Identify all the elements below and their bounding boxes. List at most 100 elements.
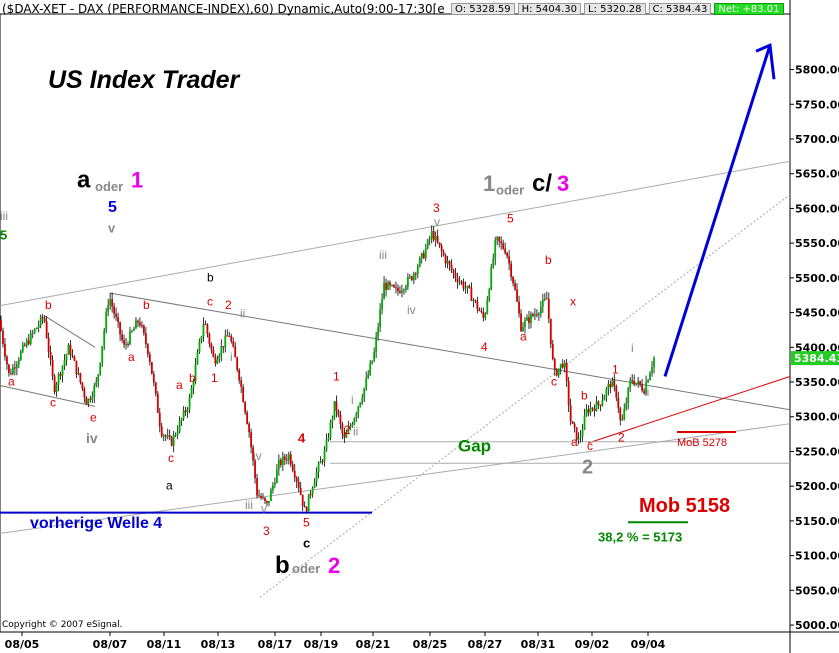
candle-body	[49, 351, 52, 360]
candle-body	[466, 285, 469, 288]
candle-body	[164, 435, 167, 437]
candle-body	[266, 500, 268, 504]
candle-body	[41, 316, 44, 319]
wave-label: 2	[328, 553, 340, 578]
candle-body	[224, 335, 227, 348]
candle-body	[158, 412, 161, 427]
x-tick-label: 08/07	[93, 638, 128, 651]
candle-body	[561, 363, 564, 368]
x-tick-label: 08/31	[521, 638, 556, 651]
candle-body	[325, 439, 328, 451]
candle-body	[168, 435, 171, 438]
wave-label: b	[143, 298, 150, 312]
candle-body	[59, 374, 62, 376]
y-tick-label: 5650.00	[795, 168, 839, 181]
candle-body	[317, 463, 320, 473]
wave-label: 2	[618, 431, 625, 445]
wave-label: iii	[0, 209, 8, 223]
chart-header: ($DAX-XET - DAX (PERFORMANCE-INDEX),60) …	[2, 2, 445, 16]
candle-body	[512, 276, 514, 284]
candle-body	[297, 481, 300, 488]
wave-label: Mob 5158	[639, 495, 730, 517]
candle-body	[4, 344, 6, 357]
candle-body	[403, 289, 405, 291]
candle-body	[57, 374, 60, 385]
candle-body	[452, 270, 455, 273]
candle-body	[428, 238, 431, 240]
candle-body	[323, 450, 326, 462]
candle-body	[107, 304, 110, 312]
candle-body	[73, 356, 76, 361]
candle-body	[414, 273, 417, 275]
candle-body	[71, 355, 74, 357]
candle-body	[19, 351, 22, 360]
candle-body	[623, 408, 626, 420]
wave-label: b	[45, 298, 52, 312]
candle-body	[236, 357, 239, 370]
y-tick-label: 5000.00	[795, 619, 839, 632]
candle-body	[506, 253, 509, 257]
wave-label: 3	[263, 524, 270, 538]
forecast-arrow	[663, 44, 772, 377]
high-value: H: 5404.30	[517, 3, 582, 15]
candle-body	[186, 409, 189, 413]
candle-body	[619, 408, 622, 421]
candle-body	[474, 300, 477, 302]
candle-body	[264, 497, 266, 501]
wave-label: 5	[303, 515, 310, 529]
candle-body	[246, 412, 249, 424]
candle-body	[567, 381, 570, 406]
candle-body	[242, 386, 245, 403]
candle-body	[222, 346, 225, 348]
candle-body	[617, 397, 620, 409]
candle-body	[29, 333, 32, 344]
candle-body	[135, 320, 137, 329]
candle-body	[182, 410, 185, 419]
candle-body	[377, 327, 380, 337]
candle-body	[484, 313, 487, 318]
candle-body	[486, 300, 489, 314]
candle-body	[635, 382, 638, 385]
candle-body	[341, 423, 344, 434]
candle-body	[375, 336, 378, 352]
candle-body	[446, 261, 449, 264]
candle-body	[226, 335, 229, 337]
candle-body	[146, 344, 149, 355]
trendline	[109, 292, 791, 411]
candle-body	[369, 363, 372, 375]
candle-body	[258, 495, 260, 497]
candle-body	[621, 419, 624, 421]
candle-body	[279, 459, 282, 465]
candle-body	[103, 330, 106, 347]
candle-body	[287, 454, 290, 461]
candle-body	[504, 248, 507, 254]
candle-body	[436, 235, 439, 243]
candle-body	[381, 299, 383, 310]
candle-body	[113, 306, 116, 314]
candle-body	[170, 437, 173, 446]
candle-body	[299, 487, 302, 495]
candle-body	[27, 340, 30, 344]
candle-body	[313, 481, 316, 489]
candle-body	[597, 401, 600, 405]
candle-body	[309, 494, 312, 496]
candle-body	[252, 447, 254, 461]
trendline	[587, 375, 791, 444]
y-tick-label: 5250.00	[795, 445, 839, 458]
candle-body	[105, 311, 108, 331]
candle-body	[524, 320, 526, 327]
wave-label: a	[176, 378, 183, 392]
candle-body	[470, 287, 473, 301]
candle-body	[125, 344, 127, 346]
candle-body	[518, 301, 520, 314]
candle-body	[438, 242, 441, 246]
plot-frame	[0, 13, 791, 633]
candle-body	[321, 461, 324, 463]
candle-body	[293, 470, 296, 478]
candle-body	[131, 330, 133, 332]
candle-body	[492, 258, 495, 267]
candle-body	[510, 263, 512, 277]
wave-label: b	[545, 253, 552, 267]
candle-body	[434, 235, 437, 241]
candle-body	[577, 437, 580, 440]
